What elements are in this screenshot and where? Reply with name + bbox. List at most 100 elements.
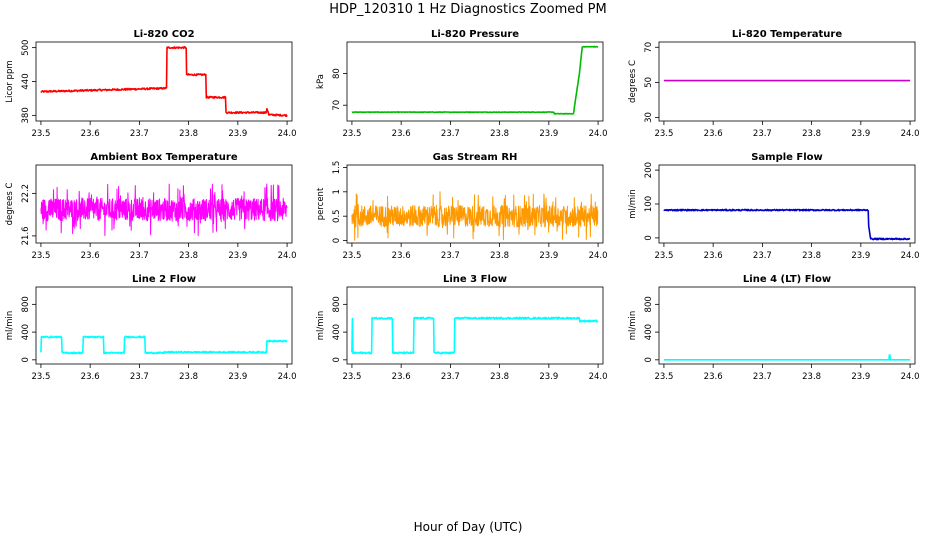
y-tick-label: 30	[644, 112, 654, 123]
x-tick-label: 23.8	[179, 129, 198, 139]
y-tick-label: 0	[332, 238, 342, 243]
x-tick-label: 23.9	[539, 251, 558, 261]
x-tick-label: 23.8	[802, 372, 821, 382]
x-tick-label: 24.0	[901, 251, 920, 261]
x-tick-label: 23.9	[851, 251, 870, 261]
y-tick-label: 1	[332, 189, 342, 194]
x-tick-label: 23.5	[342, 129, 361, 139]
x-tick-label: 23.9	[228, 251, 247, 261]
y-tick-label: 22.2	[21, 184, 31, 203]
y-tick-label: 50	[644, 77, 654, 88]
series-line-line-3	[351, 316, 599, 355]
panel-5: Gas Stream RH 23.5 23.6 23.7 23.8 23.9 24.0 0 0.…	[316, 152, 608, 261]
x-tick-label: 23.5	[654, 251, 673, 261]
x-tick-label: 23.9	[228, 129, 247, 139]
plot-frame	[35, 41, 293, 122]
y-axis-label: kPa	[316, 74, 326, 89]
x-tick-label: 23.9	[851, 372, 870, 382]
plot-frame	[35, 164, 293, 244]
x-tick-label: 23.7	[441, 251, 460, 261]
x-tick-label: 23.7	[130, 129, 149, 139]
x-tick-label: 24.0	[589, 251, 608, 261]
plot-frame	[658, 286, 916, 365]
y-tick-label: 440	[21, 73, 31, 89]
y-tick-label: 1.5	[332, 161, 342, 175]
x-tick-label: 23.6	[81, 129, 100, 139]
x-tick-label: 23.8	[802, 129, 821, 139]
panel-1: Li-820 CO2 23.5 23.6 23.7 23.8 23.9 24.0 380 440…	[5, 29, 297, 139]
x-tick-label: 23.5	[31, 372, 50, 382]
x-tick-label: 24.0	[278, 372, 297, 382]
x-tick-label: 23.8	[490, 129, 509, 139]
panel-title: Line 3 Flow	[443, 274, 507, 285]
panel-8: Line 3 Flow 23.5 23.6 23.7 23.8 23.9 24.0 0 400 8…	[316, 274, 608, 382]
x-tick-label: 23.9	[539, 129, 558, 139]
figure-title: HDP_120310 1 Hz Diagnostics Zoomed PM	[329, 2, 607, 17]
series-line-rh	[351, 191, 599, 241]
x-tick-label: 23.5	[654, 129, 673, 139]
y-axis-label: degrees C	[5, 183, 15, 226]
y-tick-label: 0	[21, 357, 31, 362]
x-tick-label: 23.7	[130, 251, 149, 261]
series-line-box-temp	[40, 183, 288, 237]
panel-3: Li-820 Temperature 23.5 23.6 23.7 23.8 23.9 24…	[628, 29, 920, 139]
x-tick-label: 23.6	[392, 129, 411, 139]
x-tick-label: 24.0	[589, 372, 608, 382]
x-tick-label: 23.7	[441, 372, 460, 382]
y-axis-label: Licor ppm	[5, 60, 15, 102]
x-tick-label: 23.9	[228, 372, 247, 382]
y-tick-label: 100	[644, 196, 654, 212]
y-tick-label: 70	[332, 100, 342, 111]
series-line-sample-flow	[663, 208, 911, 241]
x-axis-label: Hour of Day (UTC)	[414, 520, 523, 534]
x-tick-label: 23.7	[130, 372, 149, 382]
panel-title: Ambient Box Temperature	[90, 152, 237, 163]
y-tick-label: 21.6	[21, 226, 31, 245]
y-tick-label: 0	[644, 357, 654, 362]
y-tick-label: 800	[21, 296, 31, 312]
panel-title: Li-820 CO2	[133, 29, 194, 40]
x-tick-label: 23.7	[753, 251, 772, 261]
plot-frame	[658, 164, 916, 244]
panel-7: Line 2 Flow 23.5 23.6 23.7 23.8 23.9 24.0 0 400 8…	[5, 274, 297, 382]
plot-frame	[346, 164, 604, 244]
x-tick-label: 23.6	[81, 251, 100, 261]
y-axis-label: percent	[316, 187, 326, 220]
x-tick-label: 24.0	[278, 251, 297, 261]
panel-title: Li-820 Temperature	[732, 29, 842, 40]
series-line-line-2	[40, 335, 288, 355]
y-tick-label: 400	[644, 324, 654, 340]
panel-title: Line 4 (LT) Flow	[743, 274, 831, 285]
panel-2: Li-820 Pressure 23.5 23.6 23.7 23.8 23.9 24.0 7…	[316, 29, 608, 139]
panel-title: Li-820 Pressure	[431, 29, 519, 40]
y-axis-label: ml/min	[628, 189, 638, 219]
x-tick-label: 23.8	[179, 251, 198, 261]
plot-frame	[658, 41, 916, 122]
y-tick-label: 0	[332, 357, 342, 362]
series-line-line-4	[663, 354, 911, 361]
x-tick-label: 23.6	[704, 251, 723, 261]
x-tick-label: 23.8	[490, 372, 509, 382]
y-tick-label: 0.5	[332, 209, 342, 223]
x-tick-label: 23.7	[441, 129, 460, 139]
x-tick-label: 24.0	[589, 129, 608, 139]
y-axis-label: ml/min	[5, 311, 15, 341]
series-line-pressure	[351, 45, 599, 115]
x-tick-label: 23.5	[31, 129, 50, 139]
x-tick-label: 23.6	[81, 372, 100, 382]
y-tick-label: 200	[644, 162, 654, 178]
x-tick-label: 23.8	[179, 372, 198, 382]
y-tick-label: 400	[332, 324, 342, 340]
y-tick-label: 70	[644, 42, 654, 53]
x-tick-label: 23.5	[342, 251, 361, 261]
panel-6: Sample Flow 23.5 23.6 23.7 23.8 23.9 24.0 0 100 2…	[628, 152, 920, 261]
x-tick-label: 23.6	[392, 251, 411, 261]
x-tick-label: 23.8	[490, 251, 509, 261]
x-tick-label: 23.6	[704, 372, 723, 382]
y-axis-label: ml/min	[628, 311, 638, 341]
y-tick-label: 400	[21, 324, 31, 340]
panel-title: Line 2 Flow	[132, 274, 196, 285]
plot-frame	[346, 41, 604, 122]
x-tick-label: 23.9	[851, 129, 870, 139]
x-tick-label: 24.0	[901, 129, 920, 139]
